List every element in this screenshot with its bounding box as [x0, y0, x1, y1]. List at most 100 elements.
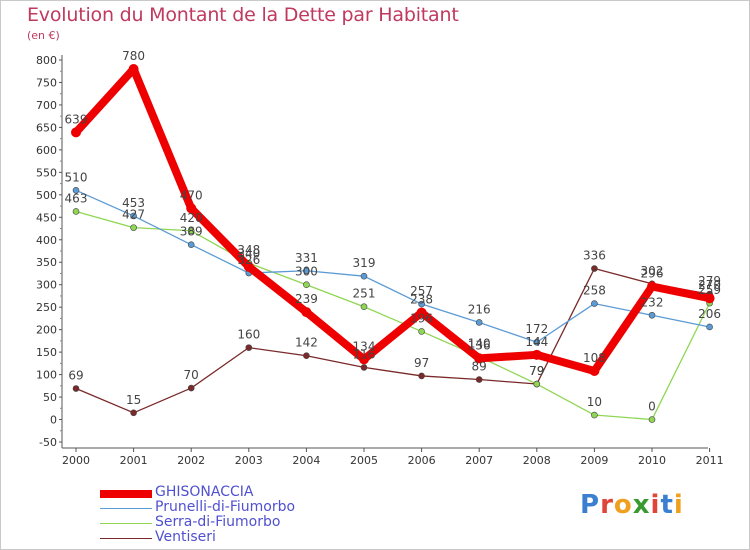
x-tick-label: 2007 [465, 454, 493, 467]
y-tick-label: -50 [39, 436, 57, 449]
data-label: 331 [295, 251, 318, 265]
data-label: 79 [529, 364, 544, 378]
data-point [71, 127, 81, 138]
data-label: 70 [184, 368, 199, 382]
x-tick-label: 2008 [523, 454, 551, 467]
data-point [704, 293, 715, 304]
data-label: 427 [122, 208, 145, 222]
data-point [130, 212, 137, 220]
data-point [186, 203, 197, 214]
data-point [591, 300, 598, 307]
data-label: 108 [583, 351, 606, 365]
logo-letter: r [600, 490, 614, 520]
data-label: 336 [583, 249, 606, 263]
data-label: 136 [468, 338, 491, 352]
data-point [416, 307, 427, 318]
y-tick-label: 50 [43, 391, 57, 404]
data-label: 259 [698, 283, 721, 297]
data-point [303, 267, 310, 275]
data-label: 296 [641, 267, 664, 281]
logo-letter: x [632, 490, 651, 520]
y-tick-label: 450 [36, 211, 57, 224]
data-point [243, 261, 254, 272]
logo-letter: o [613, 490, 633, 520]
data-point [589, 365, 600, 376]
data-point [591, 265, 598, 272]
x-tick-label: 2002 [177, 454, 205, 467]
data-label: 97 [414, 356, 429, 370]
data-label: 319 [353, 256, 376, 270]
data-label: 279 [698, 274, 721, 288]
x-tick-label: 2006 [408, 454, 436, 467]
data-label: 79 [529, 364, 544, 378]
legend-swatch [100, 523, 152, 524]
data-point [533, 380, 541, 388]
x-tick-label: 2001 [120, 454, 148, 467]
y-tick-label: 300 [36, 279, 57, 292]
data-point [360, 364, 368, 371]
x-tick-label: 2010 [638, 454, 666, 467]
legend-label: Prunelli-di-Fiumorbo [155, 499, 296, 515]
y-tick-label: 750 [36, 76, 57, 89]
data-point [474, 353, 485, 364]
y-tick-label: 700 [36, 99, 57, 112]
data-point [706, 323, 713, 331]
y-tick-label: 600 [36, 144, 57, 157]
data-label: 257 [410, 284, 433, 298]
y-tick-label: 650 [36, 121, 57, 134]
data-label: 270 [698, 278, 721, 292]
data-point [533, 338, 541, 346]
data-label: 463 [65, 191, 88, 205]
logo-letter: i [673, 490, 684, 520]
data-label: 206 [698, 307, 721, 321]
legend-swatch [100, 490, 152, 498]
data-label: 15 [126, 393, 141, 407]
unit-label: (en €) [27, 29, 60, 42]
data-point [130, 409, 137, 417]
x-tick-label: 2005 [350, 454, 378, 467]
data-label: 142 [295, 336, 318, 350]
data-label: 238 [410, 293, 433, 307]
data-label: 69 [68, 369, 83, 383]
series-line-prunelli-di-fiumorbo [75, 189, 711, 343]
y-tick-label: 200 [36, 324, 57, 337]
series-line-ghisonaccia [72, 64, 714, 375]
data-point [531, 349, 542, 360]
logo-letter: i [650, 490, 661, 520]
legend-swatch [100, 508, 152, 509]
y-tick-label: 150 [36, 346, 57, 359]
series-line-serra-di-fiumorbo [75, 210, 711, 421]
data-label: 302 [641, 264, 664, 278]
x-tick-label: 2000 [62, 454, 90, 467]
data-point [475, 376, 483, 383]
y-tick-label: 550 [36, 166, 57, 179]
x-tick-label: 2004 [292, 454, 320, 467]
data-point [303, 352, 310, 360]
data-point [301, 307, 312, 318]
data-label: 780 [122, 49, 145, 63]
legend-label: Ventiseri [155, 529, 216, 545]
data-point [187, 384, 195, 392]
data-label: 453 [122, 196, 145, 210]
data-label: 639 [65, 112, 88, 126]
data-point [647, 281, 657, 292]
data-point [591, 411, 598, 419]
data-point [128, 63, 139, 74]
y-tick-label: 400 [36, 234, 57, 247]
data-label: 239 [295, 292, 318, 306]
data-label: 348 [237, 243, 260, 257]
data-label: 510 [65, 170, 88, 184]
data-label: 420 [180, 211, 203, 225]
y-tick-label: 500 [36, 189, 57, 202]
data-label: 172 [525, 322, 548, 336]
data-point [303, 281, 310, 289]
x-tick-label: 2003 [235, 454, 263, 467]
legend-label: GHISONACCIA [155, 484, 254, 500]
data-point [418, 328, 425, 335]
data-point [418, 372, 425, 380]
data-label: 0 [648, 400, 656, 414]
data-label: 144 [525, 335, 548, 349]
data-point [418, 300, 425, 308]
data-label: 258 [583, 284, 606, 298]
